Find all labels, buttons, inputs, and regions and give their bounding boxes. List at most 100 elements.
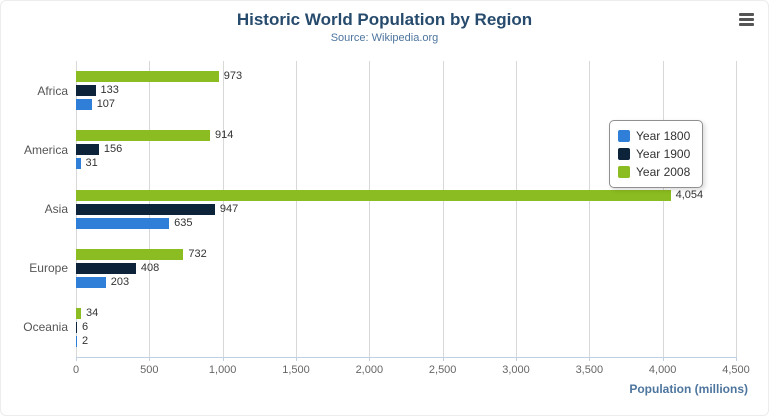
hamburger-icon bbox=[739, 23, 754, 26]
bar-line: 4,054 bbox=[76, 188, 736, 201]
bar-line: 31 bbox=[76, 157, 736, 170]
legend-swatch-icon bbox=[618, 148, 630, 160]
bar-year-1800-asia[interactable] bbox=[76, 217, 170, 229]
bar-value-label: 2 bbox=[82, 334, 89, 347]
bar-year-1900-europe[interactable] bbox=[76, 262, 136, 274]
bar-value-label: 133 bbox=[100, 84, 119, 97]
legend-item-year-1800[interactable]: Year 1800 bbox=[618, 127, 690, 145]
bar-value-label: 203 bbox=[110, 275, 130, 288]
legend-label: Year 1900 bbox=[636, 147, 691, 161]
bar-year-1900-america[interactable] bbox=[76, 144, 99, 156]
axis-tick bbox=[736, 357, 737, 361]
bar-value-label: 732 bbox=[188, 247, 207, 260]
bar-line: 732 bbox=[76, 247, 736, 260]
axis-tick bbox=[149, 357, 151, 361]
bar-value-label: 914 bbox=[215, 129, 234, 142]
bar-line: 107 bbox=[76, 98, 736, 111]
axis-tick bbox=[76, 357, 77, 361]
bar-line: 203 bbox=[76, 275, 736, 288]
axis-tick bbox=[222, 357, 224, 361]
x-tick-label: 3,500 bbox=[575, 364, 604, 376]
category-label: Europe bbox=[29, 261, 68, 276]
bar-year-2008-europe[interactable] bbox=[76, 248, 184, 260]
x-axis-labels: 0 500 1,000 1,500 2,000 2,500 3,000 3,500 4,000 4… bbox=[72, 364, 750, 378]
bar-value-label: 408 bbox=[140, 261, 160, 274]
bar-year-2008-america[interactable] bbox=[76, 130, 211, 142]
axis-tick bbox=[296, 357, 297, 361]
bar-year-1800-africa[interactable] bbox=[76, 99, 92, 111]
bar-year-1900-oceania[interactable] bbox=[76, 321, 77, 333]
bar-year-1900-asia[interactable] bbox=[76, 203, 215, 215]
bar-line: 156 bbox=[76, 143, 736, 156]
bar-value-label: 947 bbox=[219, 202, 239, 215]
x-tick-label: 4,500 bbox=[722, 364, 750, 376]
bar-year-2008-africa[interactable] bbox=[76, 71, 219, 83]
bar-value-label: 6 bbox=[82, 320, 89, 333]
bar-line: 408 bbox=[76, 261, 736, 274]
category-label: Asia bbox=[44, 202, 68, 216]
bar-value-label: 635 bbox=[174, 216, 193, 229]
bar-line: 973 bbox=[76, 70, 736, 83]
bar-value-label: 34 bbox=[85, 306, 99, 319]
category-row: Europe 732 408 203 bbox=[29, 239, 736, 298]
bar-line: 6 bbox=[76, 320, 736, 333]
chart-title: Historic World Population by Region bbox=[236, 10, 533, 29]
legend-label: Year 2008 bbox=[636, 165, 691, 179]
bar-line: 2 bbox=[76, 334, 736, 347]
gridline bbox=[222, 61, 224, 357]
category-row: Asia 4,054 947 635 bbox=[45, 179, 736, 238]
bar-line: 133 bbox=[76, 84, 736, 97]
chart-subtitle: Source: Wikipedia.org bbox=[330, 32, 439, 44]
gridline bbox=[662, 61, 664, 357]
hamburger-icon bbox=[739, 18, 754, 21]
x-tick-label: 3,000 bbox=[502, 364, 530, 376]
bar-value-label: 973 bbox=[223, 70, 243, 83]
gridline bbox=[516, 61, 517, 357]
bar-year-1800-europe[interactable] bbox=[76, 276, 106, 288]
bar-year-2008-asia[interactable] bbox=[76, 189, 671, 201]
hamburger-icon bbox=[739, 13, 754, 16]
legend-label: Year 1800 bbox=[636, 129, 691, 143]
legend-swatch-icon bbox=[618, 166, 630, 178]
legend-item-year-1900[interactable]: Year 1900 bbox=[618, 145, 690, 163]
plot-area: Africa 973 133 107 America 914 156 31 Asia 4,054 9… bbox=[23, 61, 737, 361]
x-tick-label: 4,000 bbox=[648, 364, 677, 376]
axis-tick bbox=[442, 357, 444, 361]
category-label: Oceania bbox=[23, 320, 68, 335]
legend-item-year-2008[interactable]: Year 2008 bbox=[618, 163, 690, 181]
bar-year-1800-america[interactable] bbox=[76, 158, 81, 170]
legend: Year 1800 Year 1900 Year 2008 bbox=[609, 120, 704, 188]
gridline bbox=[442, 61, 444, 357]
x-tick-label: 2,500 bbox=[428, 364, 457, 376]
x-tick-label: 0 bbox=[72, 364, 80, 376]
bar-line: 914 bbox=[76, 129, 736, 142]
category-row: Oceania 34 6 2 bbox=[23, 298, 736, 357]
category-label: Africa bbox=[37, 83, 68, 98]
bar-value-label: 4,054 bbox=[675, 188, 704, 201]
x-tick-label: 1,500 bbox=[282, 364, 310, 376]
x-tick-label: 2,000 bbox=[355, 364, 384, 376]
axis-tick bbox=[662, 357, 664, 361]
gridline bbox=[589, 61, 591, 357]
bar-line: 947 bbox=[76, 202, 736, 215]
axis-tick bbox=[589, 357, 591, 361]
axis-tick bbox=[369, 357, 371, 361]
x-tick-label: 1,000 bbox=[208, 364, 237, 376]
gridline bbox=[296, 61, 297, 357]
bar-value-label: 31 bbox=[85, 157, 98, 170]
legend-swatch-icon bbox=[618, 130, 630, 142]
bar-line: 635 bbox=[76, 216, 736, 229]
bar-year-1800-oceania[interactable] bbox=[76, 335, 77, 347]
bar-value-label: 107 bbox=[96, 98, 116, 111]
x-axis-title: Population (millions) bbox=[629, 382, 748, 396]
export-menu-button[interactable] bbox=[739, 13, 755, 27]
bar-value-label: 156 bbox=[103, 143, 123, 156]
bar-year-2008-oceania[interactable] bbox=[76, 307, 81, 319]
bar-year-1900-africa[interactable] bbox=[76, 85, 96, 97]
gridline bbox=[736, 61, 737, 357]
category-row: America 914 156 31 bbox=[24, 120, 736, 179]
x-tick-label: 500 bbox=[140, 364, 159, 376]
category-row: Africa 973 133 107 bbox=[37, 61, 736, 120]
gridline bbox=[369, 61, 371, 357]
